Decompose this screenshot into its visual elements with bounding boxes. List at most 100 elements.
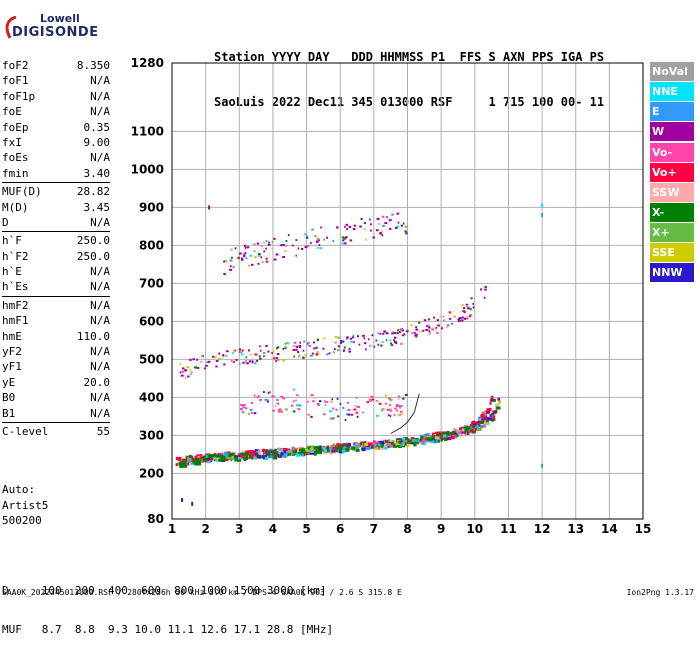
- echo-point: [362, 334, 365, 337]
- echo-point: [324, 404, 327, 407]
- echo-point: [339, 402, 342, 405]
- echo-point: [359, 225, 362, 228]
- echo-point: [370, 229, 372, 232]
- legend-entry: E: [650, 102, 694, 122]
- echo-point: [369, 399, 372, 402]
- echo-point: [482, 416, 486, 420]
- echo-point: [341, 236, 345, 239]
- x-tick-label: 6: [336, 522, 344, 536]
- echo-point: [340, 443, 343, 447]
- echo-point: [179, 461, 184, 465]
- param-row: foF1p N/A: [2, 89, 110, 104]
- echo-point: [470, 308, 472, 311]
- echo-point: [381, 340, 384, 343]
- echo-point: [313, 446, 318, 450]
- echo-point: [380, 442, 385, 446]
- echo-point: [223, 260, 226, 263]
- echo-point: [427, 437, 430, 441]
- echo-point: [276, 356, 279, 359]
- echo-point: [465, 424, 469, 428]
- echo-point: [342, 239, 345, 242]
- echo-point: [196, 454, 201, 458]
- y-tick-label: 80: [147, 512, 164, 526]
- echo-point: [243, 403, 246, 406]
- echo-point: [373, 445, 377, 449]
- param-row: foF2 8.350: [2, 58, 110, 73]
- echo-point: [449, 317, 452, 320]
- y-tick-label: 500: [139, 352, 164, 366]
- echo-point: [354, 443, 359, 447]
- echo-point: [231, 360, 233, 363]
- echo-point: [305, 452, 309, 456]
- echo-point: [280, 244, 283, 247]
- echo-point: [367, 442, 373, 446]
- echo-point: [418, 440, 423, 444]
- echo-point: [369, 344, 372, 347]
- echo-point: [303, 233, 306, 236]
- echo-point: [463, 429, 469, 433]
- echo-point: [319, 446, 322, 450]
- param-label: C-level: [2, 424, 49, 438]
- echo-point: [236, 458, 242, 462]
- echo-point: [400, 442, 405, 446]
- echo-point: [293, 388, 296, 391]
- echo-point: [258, 395, 260, 398]
- echo-point: [457, 319, 461, 322]
- echo-point: [192, 358, 195, 361]
- echo-point: [389, 441, 394, 445]
- echo-point: [326, 445, 330, 449]
- echo-point: [404, 442, 407, 446]
- echo-point: [249, 453, 255, 457]
- echo-point: [202, 455, 207, 459]
- echo-point: [354, 405, 357, 408]
- echo-point: [489, 414, 492, 418]
- echo-point: [433, 435, 436, 439]
- echo-point: [486, 408, 492, 412]
- echo-point: [429, 440, 435, 444]
- echo-point: [193, 366, 197, 369]
- echo-point: [395, 405, 398, 408]
- x-tick-label: 15: [635, 522, 652, 536]
- y-tick-label: 1280: [131, 56, 164, 70]
- echo-point: [218, 458, 222, 462]
- param-label: D: [2, 215, 9, 229]
- echo-point: [284, 342, 287, 345]
- echo-point: [434, 436, 440, 440]
- echo-point: [291, 446, 294, 450]
- echo-point: [260, 256, 262, 259]
- echo-point: [189, 373, 192, 376]
- param-divider: [2, 182, 110, 184]
- echo-point: [413, 331, 416, 334]
- echo-point: [389, 444, 393, 448]
- echo-point: [313, 397, 316, 400]
- echo-point: [329, 417, 332, 420]
- echo-point: [348, 350, 352, 353]
- param-row: B1 N/A: [2, 406, 110, 421]
- param-row: h`E N/A: [2, 264, 110, 279]
- echo-point: [491, 415, 495, 419]
- echo-point: [229, 268, 232, 271]
- echo-point: [260, 349, 262, 352]
- echo-point: [256, 396, 259, 399]
- echo-point: [175, 463, 178, 467]
- echo-point: [402, 222, 405, 225]
- echo-point: [206, 361, 209, 364]
- echo-point: [414, 441, 419, 445]
- echo-point: [208, 454, 212, 458]
- auto-version: 500200: [2, 514, 42, 527]
- param-label: h`Es: [2, 280, 29, 294]
- echo-point: [187, 375, 190, 378]
- echo-point: [325, 401, 328, 404]
- param-label: h`E: [2, 265, 22, 279]
- echo-point: [326, 447, 329, 451]
- echo-point: [340, 339, 343, 342]
- echo-point: [375, 399, 379, 402]
- echo-point: [346, 336, 349, 339]
- echo-point: [277, 455, 282, 459]
- echo-point: [484, 422, 488, 426]
- echo-point: [302, 349, 305, 352]
- echo-point: [323, 400, 326, 403]
- echo-point: [305, 234, 308, 237]
- echo-point: [399, 410, 403, 413]
- echo-point: [463, 317, 467, 320]
